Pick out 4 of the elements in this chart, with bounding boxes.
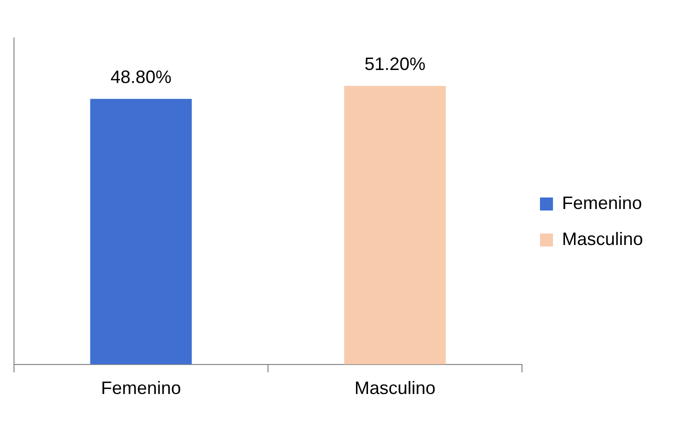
- data-label: 51.20%: [364, 54, 426, 74]
- data-label: 48.80%: [110, 66, 172, 87]
- legend-label: Femenino: [562, 192, 642, 213]
- legend-label: Masculino: [562, 228, 644, 249]
